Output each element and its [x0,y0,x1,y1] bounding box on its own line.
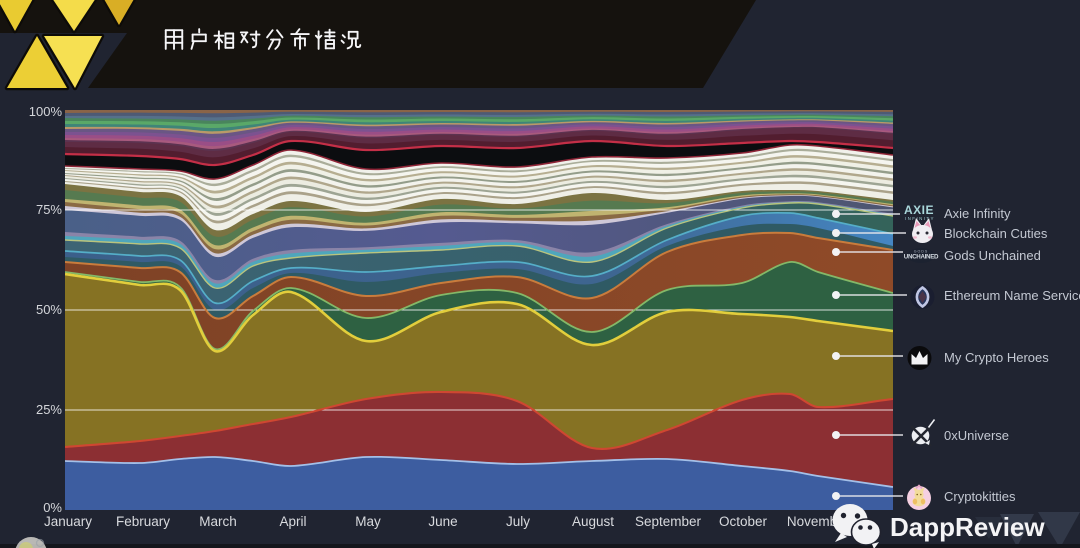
svg-text:UNCHAINED: UNCHAINED [904,254,939,261]
svg-text:DappReview: DappReview [890,512,1045,542]
svg-text:Cryptokitties: Cryptokitties [944,489,1016,504]
svg-text:October: October [719,514,768,529]
svg-text:50%: 50% [36,302,62,317]
svg-text:July: July [506,514,530,529]
svg-text:September: September [635,514,702,529]
svg-text:Blockchain Cuties: Blockchain Cuties [944,226,1048,241]
svg-text:Axie Infinity: Axie Infinity [944,206,1011,221]
svg-text:January: January [44,514,92,529]
svg-text:May: May [355,514,381,529]
svg-text:August: August [572,514,614,529]
svg-text:Ethereum Name Service: Ethereum Name Service [944,288,1080,303]
svg-text:April: April [279,514,306,529]
svg-text:AXIE: AXIE [904,203,934,217]
svg-text:0xUniverse: 0xUniverse [944,428,1009,443]
svg-text:GODS: GODS [914,250,929,254]
svg-text:February: February [116,514,170,529]
svg-text:My Crypto Heroes: My Crypto Heroes [944,350,1049,365]
svg-text:INFINITY: INFINITY [905,216,935,221]
svg-text:Gods Unchained: Gods Unchained [944,248,1041,263]
svg-text:June: June [428,514,457,529]
svg-text:0%: 0% [43,500,62,515]
svg-text:March: March [199,514,237,529]
svg-text:75%: 75% [36,202,62,217]
svg-text:25%: 25% [36,402,62,417]
svg-text:100%: 100% [29,104,63,119]
